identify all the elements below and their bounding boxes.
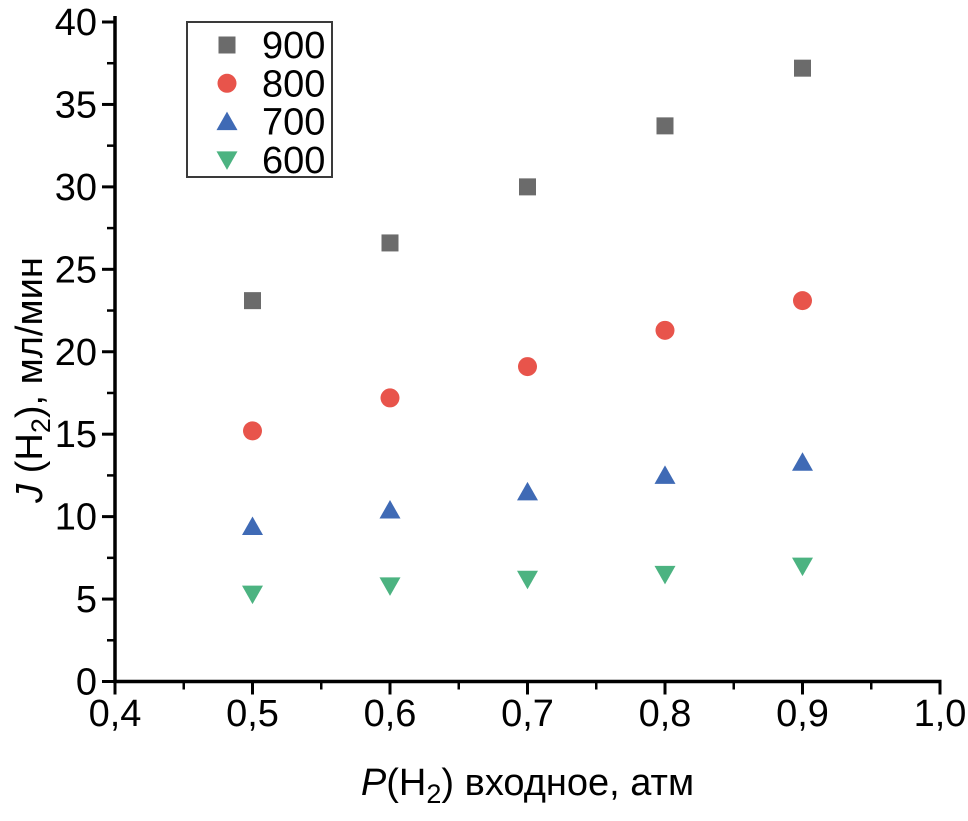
y-axis-tick-label: 20 (55, 332, 97, 374)
y-axis-tick-label: 15 (55, 414, 97, 456)
y-axis-tick-label: 10 (55, 497, 97, 539)
data-point-900 (244, 292, 261, 310)
series-600 (242, 557, 813, 605)
data-point-700 (654, 465, 676, 484)
data-point-900 (656, 117, 674, 135)
x-axis-tick-label: 0,9 (776, 693, 829, 735)
legend-label-800: 800 (262, 63, 325, 105)
legend-marker-800 (217, 73, 237, 93)
data-point-800 (655, 320, 675, 340)
axis-ticks: 0,4 0,5 0,6 0,7 0,8 0,9 1,0 0 5 10 15 20 25 30 35 40 (55, 2, 967, 735)
legend-marker-600 (216, 151, 238, 170)
x-axis-tick-label: 0,7 (501, 693, 554, 735)
y-axis-tick-label: 0 (76, 662, 97, 704)
data-point-800 (518, 357, 537, 377)
legend-label-700: 700 (262, 102, 325, 144)
data-point-900 (381, 234, 399, 252)
data-point-600 (242, 585, 263, 605)
series-800 (243, 291, 812, 441)
x-axis-tick-label: 1,0 (914, 693, 967, 735)
y-axis-tick-label: 35 (55, 84, 97, 126)
data-point-700 (242, 516, 263, 536)
y-axis-title: J (H2), мл/мин (9, 257, 56, 504)
series-900 (244, 59, 811, 310)
data-point-800 (243, 421, 262, 441)
x-axis-title: P(H2) входное, атм (361, 762, 694, 809)
plot-axes (113, 16, 942, 684)
y-axis-tick-label: 30 (55, 167, 97, 209)
data-point-800 (380, 388, 400, 408)
data-point-600 (379, 577, 401, 596)
y-axis-tick-label: 5 (76, 579, 97, 621)
y-axis-tick-label: 40 (55, 2, 97, 44)
data-point-800 (793, 291, 812, 311)
x-axis-tick-label: 0,5 (226, 693, 279, 735)
legend-marker-700 (216, 111, 238, 131)
legend-label-900: 900 (262, 25, 325, 67)
data-point-600 (517, 570, 538, 590)
data-point-900 (519, 178, 536, 196)
legend-box (186, 21, 333, 178)
data-point-700 (517, 481, 538, 501)
legend-label-600: 600 (262, 140, 325, 182)
y-axis-tick-label: 25 (55, 249, 97, 291)
data-point-600 (654, 565, 676, 585)
data-point-700 (792, 452, 813, 471)
legend-marker-900 (218, 36, 236, 54)
series-700 (242, 452, 813, 536)
x-axis-tick-label: 0,6 (364, 693, 417, 735)
data-point-900 (794, 59, 811, 77)
data-point-700 (379, 500, 401, 519)
x-axis-tick-label: 0,4 (89, 693, 142, 735)
data-point-600 (792, 557, 813, 577)
x-axis-tick-label: 0,8 (639, 693, 692, 735)
